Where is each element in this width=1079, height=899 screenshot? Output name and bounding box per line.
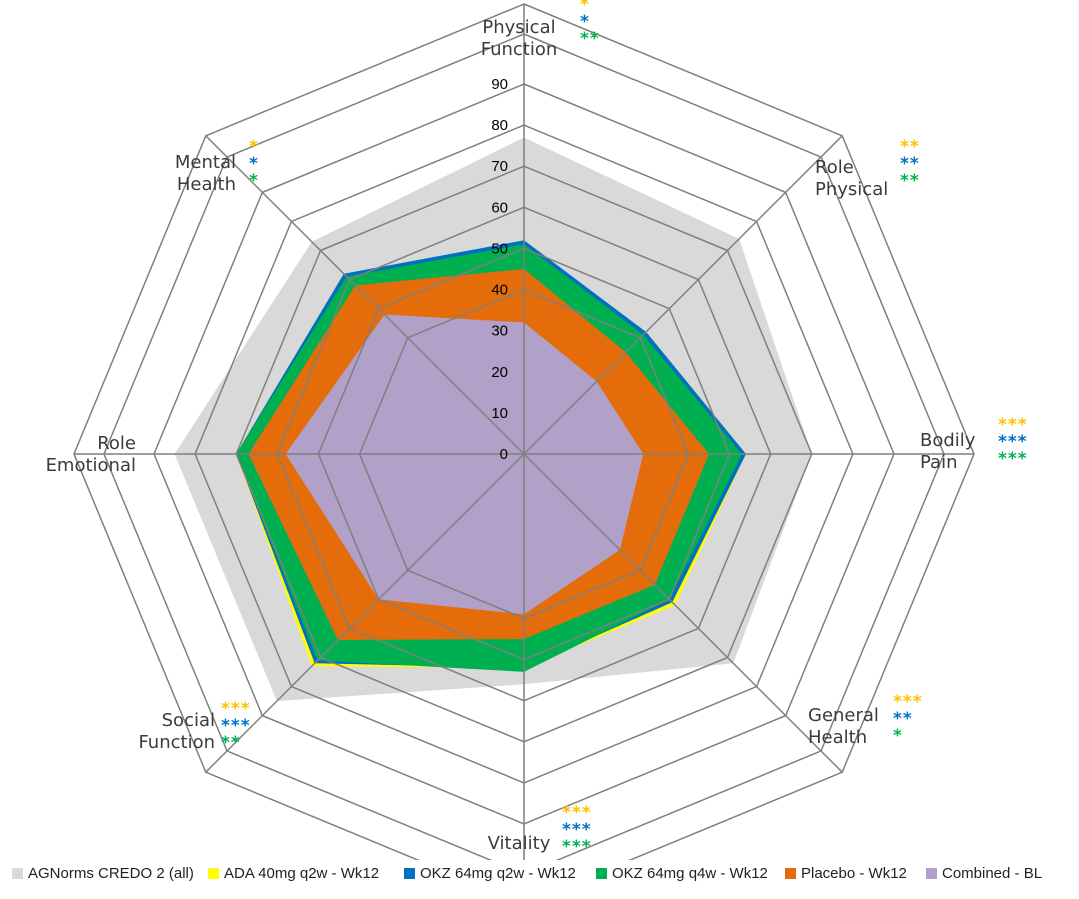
legend-item-combined-bl: Combined - BL [926, 862, 1042, 884]
significance-mark: *** [893, 692, 923, 712]
legend-item-ada-40mg-q2w-wk12: ADA 40mg q2w - Wk12 [208, 862, 379, 884]
tick-label: 30 [491, 323, 508, 340]
legend-item-okz-64mg-q2w-wk12: OKZ 64mg q2w - Wk12 [404, 862, 576, 884]
legend-item-placebo-wk12: Placebo - Wk12 [785, 862, 907, 884]
spoke-social-function [205, 453, 525, 773]
grid-frame-2 [73, 3, 975, 860]
significance-mark: ** [900, 171, 920, 191]
tick-label: 40 [491, 282, 508, 299]
grid-frame-1 [103, 33, 945, 860]
axis-label-line: Social [162, 710, 215, 731]
chart-legend: AGNorms CREDO 2 (all) ADA 40mg q2w - Wk12… [12, 862, 1072, 886]
significance-mark: * [249, 137, 259, 157]
legend-item-okz-64mg-q4w-wk12: OKZ 64mg q4w - Wk12 [596, 862, 768, 884]
axis-label-role-physical: Role Physical [815, 157, 888, 200]
axis-label-mental-health: Mental Health [175, 152, 236, 195]
tick-label: 50 [491, 240, 508, 257]
tick-label: 60 [491, 199, 508, 216]
axis-label-line: Health [177, 174, 236, 195]
axis-label-general-health: General Health [808, 705, 879, 748]
significance-mark: *** [221, 699, 251, 719]
axis-label-line: Bodily [920, 430, 976, 451]
legend-swatch [208, 867, 219, 879]
legend-swatch [404, 867, 415, 879]
legend-swatch [12, 867, 23, 879]
tick-label: 70 [491, 158, 508, 175]
spoke-role-physical [523, 135, 843, 455]
axis-label-physical-function: Physical Function [481, 17, 558, 60]
significance-mark: * [249, 154, 259, 174]
legend-swatch [596, 867, 607, 879]
axis-label-line: General [808, 705, 879, 726]
axis-label-social-function: Social Function [138, 710, 215, 753]
significance-mark: ** [900, 137, 920, 157]
legend-label: OKZ 64mg q4w - Wk12 [612, 864, 768, 882]
significance-mark: ** [580, 29, 600, 49]
significance-mark: *** [998, 415, 1028, 435]
legend-item-agnorms-credo-2-all: AGNorms CREDO 2 (all) [12, 862, 194, 884]
legend-label: Combined - BL [942, 864, 1043, 882]
grid [73, 3, 975, 860]
axis-label-role-emotional: Role Emotional [46, 433, 136, 476]
spoke-mental-health [205, 135, 525, 455]
axis-label-line: Pain [920, 452, 958, 473]
legend-label: Placebo - Wk12 [801, 864, 907, 882]
significance-mark: ** [900, 154, 920, 174]
axis-label-line: Emotional [46, 455, 136, 476]
significance-mark: ** [221, 733, 241, 753]
legend-swatch [785, 867, 796, 879]
tick-label: 90 [491, 76, 508, 93]
axis-label-line: Function [138, 732, 215, 753]
significance-mark: * [893, 726, 903, 746]
axis-label-line: Physical [482, 17, 555, 38]
tick-label: 80 [491, 117, 508, 134]
spoke-general-health [523, 453, 843, 773]
series-combined-bl [285, 314, 644, 615]
axis-label-line: Health [808, 727, 867, 748]
significance-mark: *** [562, 820, 592, 840]
significance-mark: *** [221, 716, 251, 736]
tick-label: 0 [500, 446, 508, 463]
tick-label: 20 [491, 364, 508, 381]
axis-label-bodily-pain: Bodily Pain [920, 430, 976, 473]
axis-label-line: Physical [815, 179, 888, 200]
significance-mark: *** [562, 837, 592, 857]
significance-mark: *** [998, 432, 1028, 452]
significance-mark: * [580, 12, 590, 32]
axis-label-line: Function [481, 39, 558, 60]
legend-label: OKZ 64mg q2w - Wk12 [420, 864, 576, 882]
legend-swatch [926, 867, 937, 879]
axis-label-line: Role [815, 157, 854, 178]
legend-label: ADA 40mg q2w - Wk12 [224, 864, 380, 882]
significance-mark: *** [562, 803, 592, 823]
significance-mark: * [580, 0, 590, 15]
significance-mark: *** [998, 449, 1028, 469]
significance-mark: ** [893, 709, 913, 729]
significance-mark: * [249, 171, 259, 191]
axis-label-vitality: Vitality [488, 833, 551, 854]
axis-label-line: Mental [175, 152, 236, 173]
axis-label-line: Role [97, 433, 136, 454]
tick-label: 10 [491, 405, 508, 422]
axis-label-line: Vitality [488, 833, 551, 854]
legend-label: AGNorms CREDO 2 (all) [28, 864, 194, 882]
